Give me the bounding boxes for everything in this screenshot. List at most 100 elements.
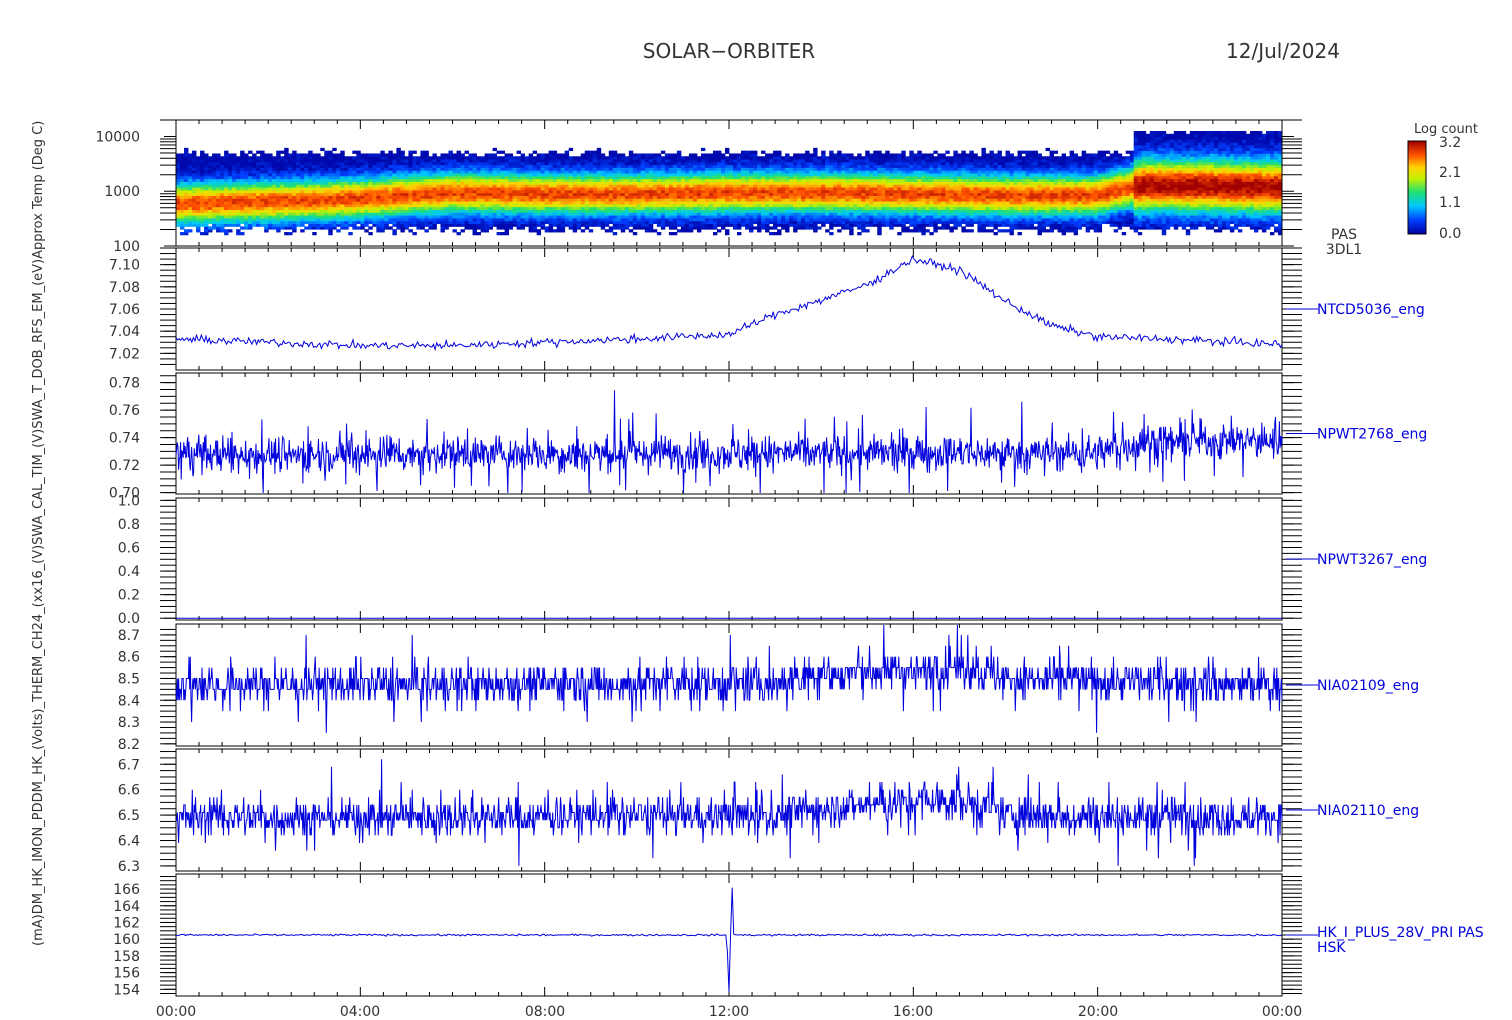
heat-cell: [801, 212, 806, 216]
heat-cell: [400, 220, 405, 225]
heat-cell: [352, 161, 357, 166]
heat-cell: [889, 161, 894, 166]
heat-cell: [532, 206, 538, 210]
heat-cell: [400, 161, 405, 166]
heat-cell: [328, 159, 333, 163]
heat-cell: [464, 175, 469, 180]
heat-cell: [644, 229, 650, 233]
heat-cell: [216, 187, 221, 191]
heat-cell: [328, 223, 333, 227]
heat-cell: [500, 206, 505, 210]
heat-cell: [192, 181, 197, 185]
heat-cell: [793, 218, 798, 222]
heat-cell: [753, 187, 758, 191]
heat-cell: [805, 175, 810, 180]
heat-cell: [616, 167, 622, 171]
heat-cell: [708, 223, 714, 227]
heat-cell: [340, 156, 345, 160]
heat-cell: [436, 181, 441, 185]
heat-cell: [612, 189, 618, 194]
heat-cell: [360, 218, 365, 222]
heat-cell: [648, 220, 654, 225]
heat-cell: [220, 189, 225, 194]
heat-cell: [292, 195, 297, 199]
heat-cell: [861, 173, 866, 177]
heat-cell: [228, 203, 233, 208]
heat-cell: [368, 175, 373, 180]
heat-cell: [484, 229, 489, 233]
heat-cell: [781, 175, 786, 180]
heat-cell: [560, 192, 566, 196]
heat-cell: [825, 187, 830, 191]
heat-cell: [708, 153, 714, 157]
heat-cell: [220, 167, 225, 171]
heat-cell: [416, 159, 421, 163]
heat-cell: [805, 220, 810, 225]
heat-cell: [284, 215, 289, 219]
heat-cell: [320, 161, 325, 166]
heat-cell: [304, 220, 309, 225]
heat-cell: [881, 178, 886, 182]
heat-cell: [328, 153, 333, 157]
heat-cell: [264, 215, 269, 219]
heat-cell: [584, 203, 590, 208]
heat-cell: [180, 159, 185, 163]
heat-cell: [801, 209, 806, 213]
heat-cell: [612, 215, 618, 219]
heat-cell: [849, 161, 854, 166]
heat-cell: [708, 189, 714, 194]
heat-cell: [833, 181, 838, 185]
heat-cell: [500, 161, 505, 166]
heat-cell: [825, 229, 830, 233]
heat-cell: [789, 178, 794, 182]
heat-cell: [508, 209, 514, 213]
heat-cell: [476, 203, 481, 208]
heat-cell: [676, 223, 682, 227]
heat-cell: [416, 195, 421, 199]
heat-cell: [320, 187, 325, 191]
heat-cell: [296, 201, 301, 205]
heat-cell: [612, 181, 618, 185]
heat-cell: [712, 167, 718, 171]
heat-cell: [608, 173, 614, 177]
heat-cell: [781, 220, 786, 225]
heat-cell: [300, 175, 305, 180]
heat-cell: [460, 192, 465, 196]
heat-cell: [212, 195, 217, 199]
heat-cell: [520, 153, 526, 157]
heat-cell: [712, 212, 718, 216]
heat-cell: [600, 215, 606, 219]
heat-cell: [516, 189, 522, 194]
heat-cell: [292, 167, 297, 171]
heat-cell: [488, 215, 493, 219]
heat-cell: [720, 161, 726, 166]
heat-cell: [324, 215, 329, 219]
heat-cell: [380, 184, 385, 188]
heat-cell: [797, 173, 802, 177]
heat-cell: [180, 153, 185, 157]
heat-cell: [652, 201, 658, 205]
heat-cell: [865, 164, 870, 168]
heat-cell: [608, 187, 614, 191]
heat-cell: [308, 173, 313, 177]
heat-cell: [308, 164, 313, 168]
heat-cell: [192, 150, 197, 154]
heat-cell: [829, 195, 834, 199]
heat-cell: [881, 218, 886, 222]
heat-cell: [196, 170, 201, 174]
heat-cell: [805, 159, 810, 163]
heat-cell: [288, 218, 293, 222]
heat-cell: [232, 181, 237, 185]
heat-cell: [464, 187, 469, 191]
heat-cell: [488, 156, 493, 160]
heat-cell: [312, 184, 317, 188]
heat-cell: [256, 198, 261, 202]
heat-cell: [845, 206, 850, 210]
heat-cell: [797, 209, 802, 213]
heat-cell: [837, 175, 842, 180]
heat-cell: [628, 173, 634, 177]
heat-cell: [448, 153, 453, 157]
heat-cell: [849, 232, 854, 236]
heat-cell: [592, 181, 598, 185]
heat-cell: [220, 198, 225, 202]
